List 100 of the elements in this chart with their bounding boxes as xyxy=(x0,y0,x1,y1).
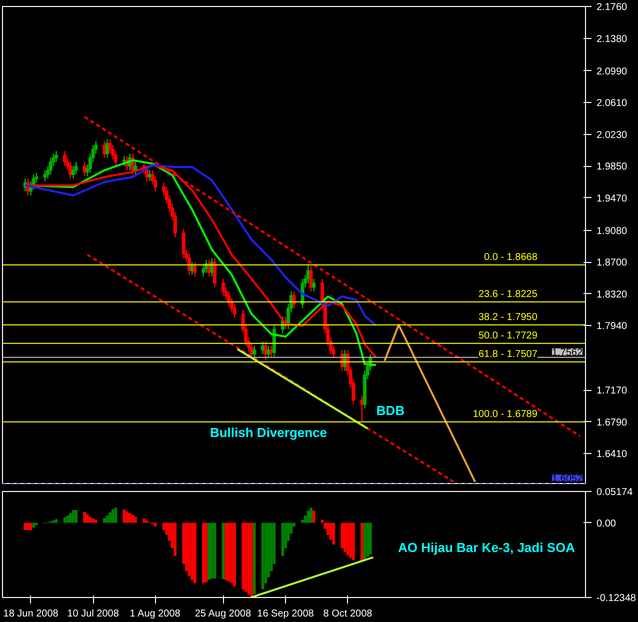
bar xyxy=(332,522,336,545)
bar xyxy=(202,522,205,584)
bar xyxy=(369,522,372,554)
bar xyxy=(250,522,253,598)
bar xyxy=(352,522,355,560)
bar xyxy=(340,522,344,548)
y-tick-label: -0.12348 xyxy=(596,593,636,604)
bar xyxy=(126,511,128,523)
bar xyxy=(111,509,114,523)
bar xyxy=(244,522,248,592)
candlestick xyxy=(71,166,76,180)
bar xyxy=(54,519,58,523)
x-tick-label: 8 Oct 2008 xyxy=(323,608,373,620)
annotation: AO Hijau Bar Ke-3, Jadi SOA xyxy=(398,540,576,555)
bar xyxy=(174,522,177,556)
bar xyxy=(69,513,72,523)
annotation: 100.0 - 1.6789 xyxy=(472,408,538,420)
candlestick xyxy=(264,341,268,361)
bar xyxy=(252,522,256,594)
y-tick-label: 0.05174 xyxy=(596,487,634,498)
candlestick xyxy=(182,228,186,259)
bar xyxy=(301,520,304,523)
annotation: 61.8 - 1.7507 xyxy=(478,348,538,360)
bar xyxy=(145,520,148,523)
y-tick-label: 1.9850 xyxy=(596,162,628,173)
bar xyxy=(114,508,118,523)
bar xyxy=(233,522,236,586)
annotation: Bullish Divergence xyxy=(210,425,328,440)
x-tick-label: 10 Jul 2008 xyxy=(67,608,120,620)
bar xyxy=(32,522,36,528)
bar xyxy=(92,518,94,523)
candlestick xyxy=(360,395,364,423)
y-tick-label: 2.0610 xyxy=(596,98,628,110)
candlestick xyxy=(74,161,78,176)
bar xyxy=(94,520,98,523)
bar xyxy=(310,508,312,523)
bar xyxy=(66,516,70,523)
x-tick-label: 18 Jun 2008 xyxy=(3,608,59,620)
bar xyxy=(312,510,316,523)
y-tick-label: 1.8320 xyxy=(596,289,628,300)
y-tick-label: 2.0230 xyxy=(596,130,628,141)
candlestick xyxy=(68,161,72,180)
bar xyxy=(360,522,364,562)
y-tick-label: 1.6410 xyxy=(596,449,628,460)
candlestick xyxy=(48,157,52,176)
y-tick-label: 1.9080 xyxy=(596,226,628,237)
candlestick xyxy=(105,138,109,158)
bar xyxy=(74,510,78,523)
y-tick-label: 0.00 xyxy=(596,518,616,530)
bar xyxy=(208,522,211,580)
annotation: 23.6 - 1.8225 xyxy=(478,288,538,300)
candlestick xyxy=(193,262,197,278)
y-tick-label: 1.6790 xyxy=(596,417,628,428)
ref-line-label: 1.6052 xyxy=(552,474,583,484)
bar xyxy=(227,522,230,582)
x-tick-label: 25 Aug 2008 xyxy=(194,608,252,620)
y-tick-label: 1.8700 xyxy=(596,258,628,269)
y-tick-label: 2.0990 xyxy=(596,66,628,78)
y-tick-label: 1.7170 xyxy=(596,386,628,397)
candlestick xyxy=(309,266,313,292)
candlestick xyxy=(292,290,296,309)
bar xyxy=(106,516,109,523)
annotation: 0.0 - 1.8668 xyxy=(484,252,538,263)
bar xyxy=(344,522,346,552)
x-tick-label: 16 Sep 2008 xyxy=(257,608,314,620)
annotation: BDB xyxy=(376,403,405,418)
bar xyxy=(108,512,112,523)
bar xyxy=(134,516,137,523)
bar xyxy=(349,522,352,558)
y-tick-label: 1.9470 xyxy=(596,193,628,204)
candlestick xyxy=(312,278,316,292)
candlestick xyxy=(54,150,58,163)
bar xyxy=(102,518,106,523)
bar xyxy=(131,514,134,523)
bar xyxy=(242,522,244,590)
y-tick-label: 2.1380 xyxy=(596,34,628,45)
bar xyxy=(142,518,146,523)
y-tick-label: 1.7940 xyxy=(596,321,628,332)
bar xyxy=(24,522,27,530)
annotation: 50.0 - 1.7729 xyxy=(478,330,538,342)
bar xyxy=(190,522,194,580)
candlestick xyxy=(62,150,67,167)
bar xyxy=(261,522,264,590)
y-tick-label: 2.1760 xyxy=(596,2,628,13)
bar xyxy=(26,522,30,530)
candlestick xyxy=(212,257,217,288)
bar xyxy=(194,522,196,584)
line-series xyxy=(24,164,378,327)
candlestick xyxy=(252,345,256,359)
bar xyxy=(224,522,228,580)
annotation: 38.2 - 1.7950 xyxy=(478,312,538,323)
candlestick xyxy=(221,278,226,296)
candlestick xyxy=(43,170,47,182)
candlestick xyxy=(134,161,138,176)
bar xyxy=(83,512,86,523)
bar xyxy=(86,514,89,523)
bar xyxy=(52,520,55,523)
bar xyxy=(306,510,310,523)
bar xyxy=(128,513,132,523)
x-tick-label: 1 Aug 2008 xyxy=(130,608,181,620)
